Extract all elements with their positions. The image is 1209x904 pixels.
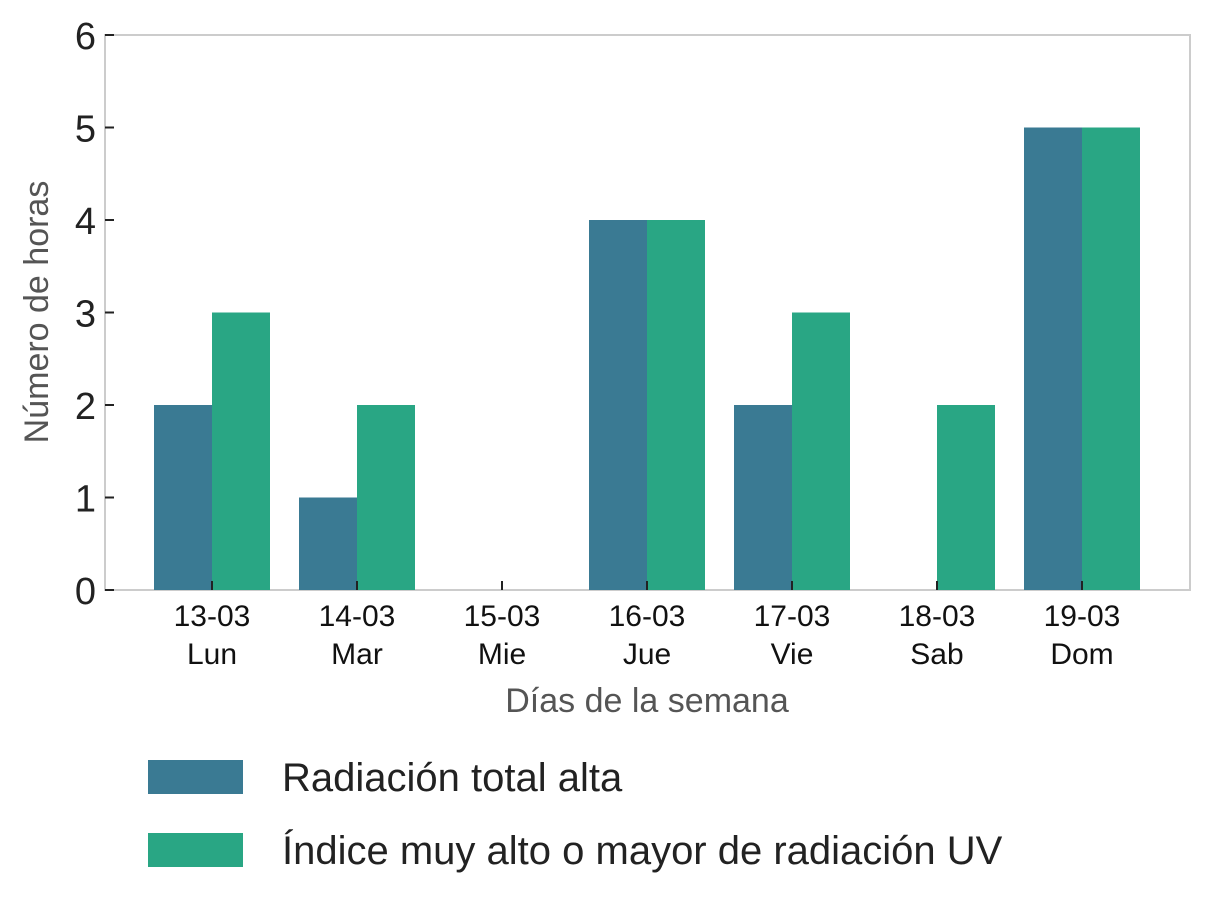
x-tick-day-label: Mar xyxy=(331,638,383,671)
legend-label-1: Radiación total alta xyxy=(282,756,623,800)
bar-series-1-14-03 xyxy=(299,497,357,590)
bar-series-2-13-03 xyxy=(212,312,270,590)
x-tick-date-label: 13-03 xyxy=(174,600,251,633)
y-tick-label: 3 xyxy=(75,294,96,336)
bar-series-1-16-03 xyxy=(589,220,647,590)
bar-series-2-17-03 xyxy=(792,312,850,590)
bar-series-2-19-03 xyxy=(1082,127,1140,590)
x-tick-date-label: 17-03 xyxy=(754,600,831,633)
x-tick-day-label: Vie xyxy=(771,638,814,671)
legend-swatch-1 xyxy=(148,760,243,794)
y-tick-label: 2 xyxy=(75,386,96,428)
y-tick-label: 1 xyxy=(75,479,96,521)
x-tick-date-label: 18-03 xyxy=(899,600,976,633)
bar-series-2-14-03 xyxy=(357,405,415,590)
bar-series-1-19-03 xyxy=(1024,127,1082,590)
y-tick-label: 5 xyxy=(75,109,96,151)
y-axis-ticks: 0 1 2 3 4 5 6 xyxy=(75,16,114,613)
legend: Radiación total alta Índice muy alto o ma… xyxy=(148,756,1003,873)
x-tick-day-label: Jue xyxy=(623,638,671,671)
x-axis-label: Días de la semana xyxy=(505,682,789,720)
x-tick-day-label: Mie xyxy=(478,638,526,671)
x-tick-date-label: 19-03 xyxy=(1044,600,1121,633)
bar-series-1-13-03 xyxy=(154,405,212,590)
bar-series-2-18-03 xyxy=(937,405,995,590)
bar-series-2-16-03 xyxy=(647,220,705,590)
x-tick-date-label: 15-03 xyxy=(464,600,541,633)
y-tick-label: 0 xyxy=(75,571,96,613)
x-tick-day-label: Sab xyxy=(910,638,963,671)
y-tick-label: 4 xyxy=(75,201,96,243)
legend-label-2: Índice muy alto o mayor de radiación UV xyxy=(282,828,1003,873)
y-axis-label: Número de horas xyxy=(18,181,56,444)
legend-swatch-2 xyxy=(148,833,243,867)
bars-group xyxy=(154,127,1140,590)
x-tick-date-label: 16-03 xyxy=(609,600,686,633)
y-tick-label: 6 xyxy=(75,16,96,58)
x-axis-ticks: 13-03 Lun 14-03 Mar 15-03 Mie 16-03 Jue 17-03 Vie… xyxy=(174,581,1121,671)
bar-series-1-17-03 xyxy=(734,405,792,590)
x-tick-day-label: Dom xyxy=(1050,638,1113,671)
x-tick-day-label: Lun xyxy=(187,638,237,671)
x-tick-date-label: 14-03 xyxy=(319,600,396,633)
